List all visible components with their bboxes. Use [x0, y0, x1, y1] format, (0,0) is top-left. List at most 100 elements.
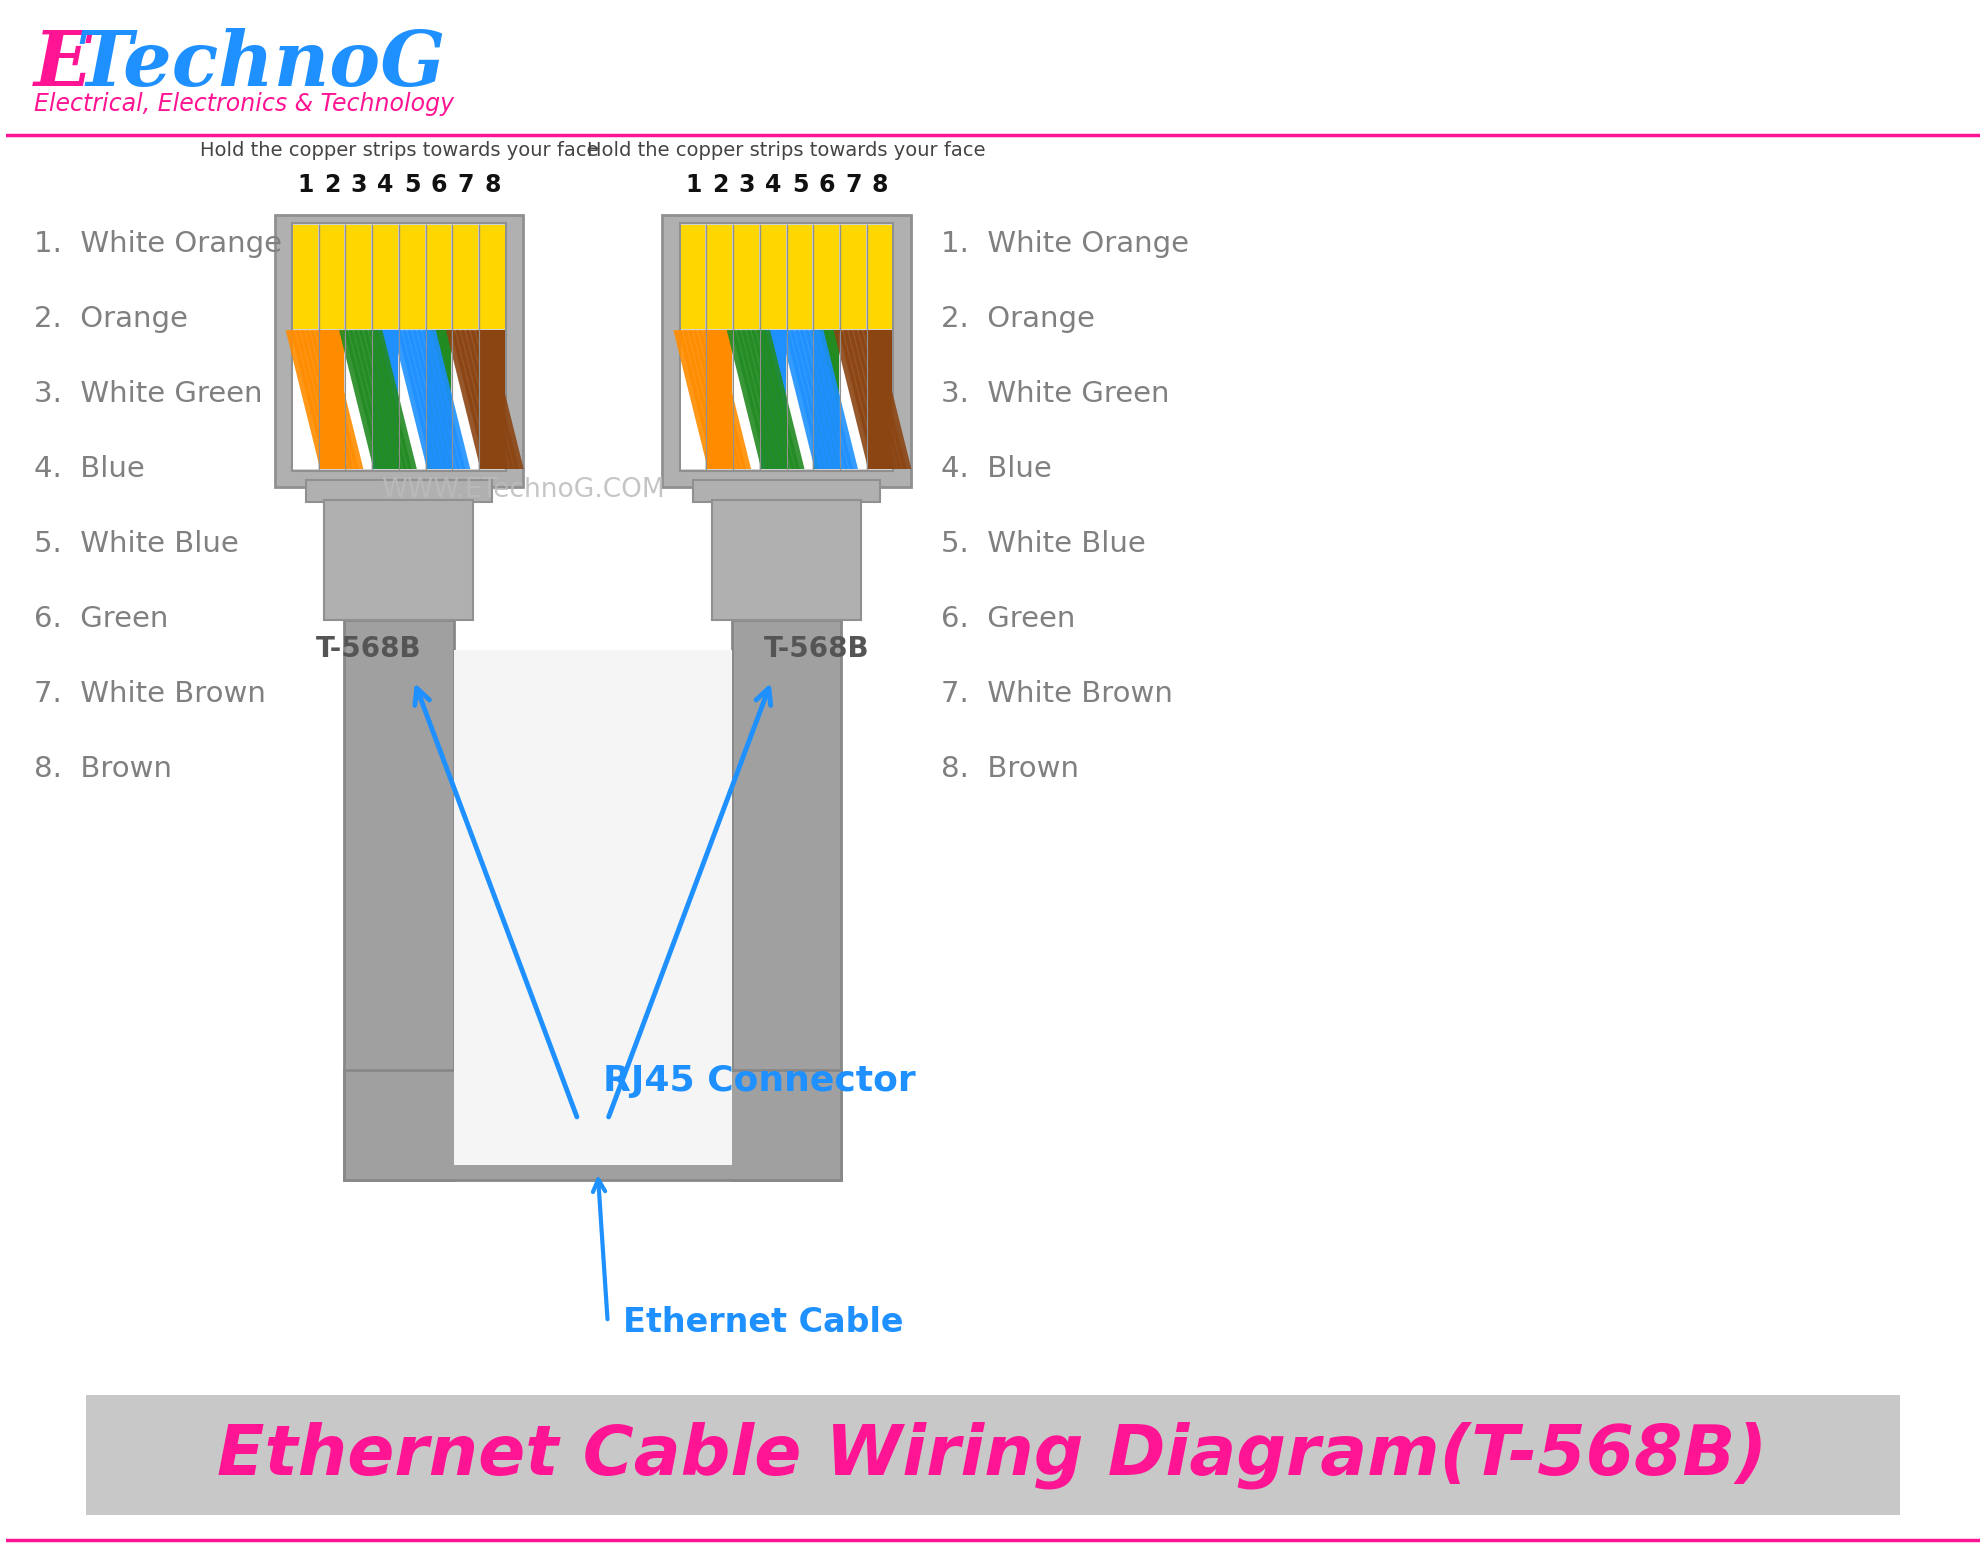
Polygon shape	[780, 330, 824, 469]
Polygon shape	[709, 330, 750, 469]
Bar	[480, 226, 504, 329]
Bar	[788, 330, 812, 469]
Polygon shape	[854, 330, 897, 469]
Polygon shape	[736, 330, 780, 469]
Polygon shape	[814, 330, 858, 469]
Polygon shape	[466, 330, 508, 469]
Polygon shape	[290, 330, 333, 469]
Text: 7: 7	[457, 173, 474, 198]
Polygon shape	[806, 330, 848, 469]
Polygon shape	[316, 330, 359, 469]
Bar	[760, 226, 786, 329]
Polygon shape	[457, 330, 498, 469]
Polygon shape	[306, 330, 349, 469]
Text: Ethernet Cable Wiring Diagram(T-568B): Ethernet Cable Wiring Diagram(T-568B)	[216, 1422, 1767, 1488]
Bar	[292, 223, 506, 472]
Bar	[713, 500, 861, 620]
Text: Hold the copper strips towards your face: Hold the copper strips towards your face	[200, 142, 597, 160]
Text: 1.  White Orange: 1. White Orange	[941, 230, 1189, 258]
Text: 6: 6	[431, 173, 447, 198]
Polygon shape	[461, 330, 504, 469]
Text: 6.  Green: 6. Green	[34, 606, 169, 634]
Bar	[427, 226, 451, 329]
Text: T-568B: T-568B	[764, 635, 869, 663]
Text: 3: 3	[351, 173, 367, 198]
Text: 1.  White Orange: 1. White Orange	[34, 230, 282, 258]
Bar	[732, 620, 842, 1180]
Text: 8: 8	[871, 173, 889, 198]
Text: RJ45 Connector: RJ45 Connector	[603, 1063, 915, 1098]
Bar	[306, 481, 492, 503]
Polygon shape	[800, 330, 844, 469]
Polygon shape	[703, 330, 746, 469]
Polygon shape	[451, 330, 494, 469]
Text: 1: 1	[298, 173, 314, 198]
Polygon shape	[403, 330, 445, 469]
Polygon shape	[339, 330, 383, 469]
Text: WWW.ETechnoG.COM: WWW.ETechnoG.COM	[381, 476, 665, 503]
Polygon shape	[427, 330, 470, 469]
Polygon shape	[742, 330, 784, 469]
Text: 7: 7	[846, 173, 861, 198]
Text: 3.  White Green: 3. White Green	[941, 380, 1169, 408]
Text: 4.  Blue: 4. Blue	[941, 455, 1052, 483]
Bar	[347, 226, 371, 329]
Text: 5.  White Blue: 5. White Blue	[34, 529, 238, 557]
Polygon shape	[790, 330, 834, 469]
Polygon shape	[423, 330, 464, 469]
Bar	[681, 330, 705, 469]
Bar	[320, 226, 345, 329]
Polygon shape	[470, 330, 514, 469]
Polygon shape	[848, 330, 891, 469]
Text: 5: 5	[792, 173, 808, 198]
Polygon shape	[363, 330, 407, 469]
Text: 6: 6	[818, 173, 836, 198]
Bar	[85, 1395, 1900, 1515]
Text: 8: 8	[484, 173, 500, 198]
Bar	[294, 330, 318, 469]
Bar	[760, 330, 786, 469]
Polygon shape	[844, 330, 887, 469]
Text: 2.  Orange: 2. Orange	[34, 305, 189, 333]
Polygon shape	[286, 330, 330, 469]
Bar	[455, 651, 732, 1165]
Bar	[453, 226, 478, 329]
Polygon shape	[349, 330, 393, 469]
Text: 6.  Green: 6. Green	[941, 606, 1076, 634]
Bar	[274, 215, 524, 487]
Polygon shape	[834, 330, 877, 469]
Bar	[693, 481, 879, 503]
Bar	[373, 226, 397, 329]
Polygon shape	[746, 330, 790, 469]
Text: 5: 5	[405, 173, 421, 198]
Polygon shape	[786, 330, 828, 469]
Bar	[294, 226, 318, 329]
Polygon shape	[310, 330, 353, 469]
Polygon shape	[693, 330, 736, 469]
Text: 2.  Orange: 2. Orange	[941, 305, 1094, 333]
Text: 3.  White Green: 3. White Green	[34, 380, 262, 408]
Text: T-568B: T-568B	[316, 635, 423, 663]
Polygon shape	[838, 330, 881, 469]
Bar	[814, 330, 840, 469]
Bar	[788, 226, 812, 329]
Polygon shape	[413, 330, 455, 469]
Bar	[842, 330, 865, 469]
Polygon shape	[699, 330, 740, 469]
Polygon shape	[476, 330, 518, 469]
Text: 7.  White Brown: 7. White Brown	[34, 680, 266, 708]
Bar	[373, 330, 397, 469]
Polygon shape	[732, 330, 774, 469]
Bar	[867, 330, 893, 469]
Polygon shape	[762, 330, 804, 469]
Polygon shape	[417, 330, 461, 469]
Polygon shape	[683, 330, 727, 469]
Bar	[399, 226, 425, 329]
Text: 4: 4	[764, 173, 782, 198]
Bar	[842, 226, 865, 329]
Polygon shape	[673, 330, 717, 469]
Bar	[320, 330, 345, 469]
Polygon shape	[689, 330, 730, 469]
Bar	[681, 226, 705, 329]
Bar	[343, 1070, 842, 1180]
